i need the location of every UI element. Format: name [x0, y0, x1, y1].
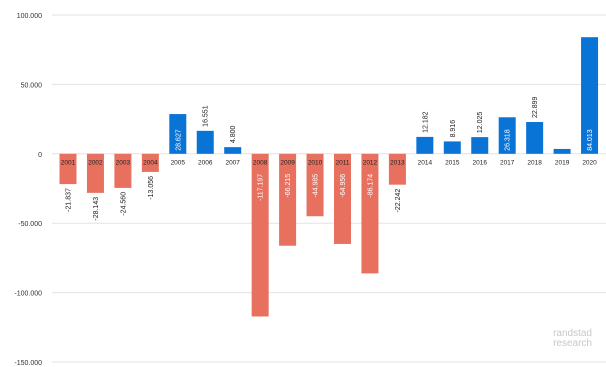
bar — [196, 130, 214, 154]
value-label: 8.916 — [450, 120, 457, 138]
bar — [498, 117, 516, 154]
value-label: -117.197 — [258, 174, 265, 201]
bar — [86, 153, 104, 193]
value-label: -28.143 — [93, 197, 100, 221]
y-tick-label: -150.000 — [14, 360, 42, 367]
category-label: 2018 — [527, 159, 542, 166]
value-label: -64.956 — [340, 174, 347, 198]
value-label: 4.800 — [230, 126, 237, 144]
bar — [59, 153, 77, 185]
category-label: 2009 — [280, 159, 295, 166]
category-labels: 2001 2002 2003 2004 2005 2006 2007 2008 2009 2010… — [61, 159, 597, 166]
category-label: 2012 — [363, 159, 378, 166]
value-label: 22.899 — [532, 96, 539, 118]
bar — [279, 153, 297, 246]
bar — [114, 153, 132, 188]
bar — [416, 136, 434, 154]
y-axis: 100.000 50.000 0 -50.000 -100.000 -150.000 — [14, 13, 42, 367]
category-label: 2006 — [198, 159, 213, 166]
bar — [471, 137, 489, 154]
y-tick-label: 100.000 — [17, 13, 42, 20]
category-label: 2013 — [390, 159, 405, 166]
y-tick-label: -100.000 — [14, 291, 42, 298]
grid-lines — [52, 14, 606, 363]
category-label: 2010 — [308, 159, 323, 166]
category-label: 2003 — [116, 159, 131, 166]
value-label: 12.182 — [422, 111, 429, 133]
value-label: -44.985 — [313, 174, 320, 198]
bar — [334, 153, 351, 244]
category-label: 2020 — [582, 159, 597, 166]
category-label: 2008 — [253, 159, 268, 166]
category-label: 2007 — [225, 159, 240, 166]
y-tick-label: 0 — [38, 152, 42, 159]
randstad-research-watermark: randstad research — [553, 329, 592, 349]
value-label: -21.837 — [66, 188, 73, 212]
y-tick-label: -50.000 — [18, 221, 42, 228]
value-label: 26.318 — [505, 129, 512, 151]
brand-line-2: research — [553, 338, 592, 349]
bar — [526, 122, 544, 154]
brand-line-1: randstad — [553, 328, 592, 339]
value-label: -22.242 — [395, 189, 402, 213]
category-label: 2005 — [171, 159, 186, 166]
category-label: 2014 — [418, 159, 433, 166]
bar — [553, 148, 571, 154]
bar — [443, 141, 461, 154]
category-label: 2017 — [500, 159, 515, 166]
bar — [141, 153, 159, 172]
bar — [388, 153, 406, 185]
value-labels: -21.837 -28.143 -24.560 -13.056 28.627 16.551… — [66, 96, 595, 220]
bar — [169, 114, 187, 154]
bar — [581, 37, 599, 154]
category-label: 2002 — [88, 159, 103, 166]
bars — [59, 37, 599, 317]
bar — [361, 153, 379, 274]
value-label: -66.215 — [285, 174, 292, 198]
value-label: -13.056 — [148, 176, 155, 200]
value-label: 28.627 — [175, 129, 182, 151]
category-label: 2019 — [555, 159, 570, 166]
category-label: 2001 — [61, 159, 76, 166]
category-label: 2016 — [473, 159, 488, 166]
bar — [251, 153, 269, 317]
bar — [306, 153, 324, 217]
category-label: 2004 — [143, 159, 158, 166]
value-label: 84.013 — [587, 129, 594, 151]
value-label: 12.025 — [477, 112, 484, 134]
bar — [224, 147, 242, 154]
category-label: 2011 — [336, 159, 350, 166]
value-label: 16.551 — [203, 105, 210, 127]
y-tick-label: 50.000 — [21, 82, 43, 89]
value-label: -24.560 — [120, 192, 127, 216]
category-label: 2015 — [445, 159, 460, 166]
value-label: -86.174 — [367, 174, 374, 198]
